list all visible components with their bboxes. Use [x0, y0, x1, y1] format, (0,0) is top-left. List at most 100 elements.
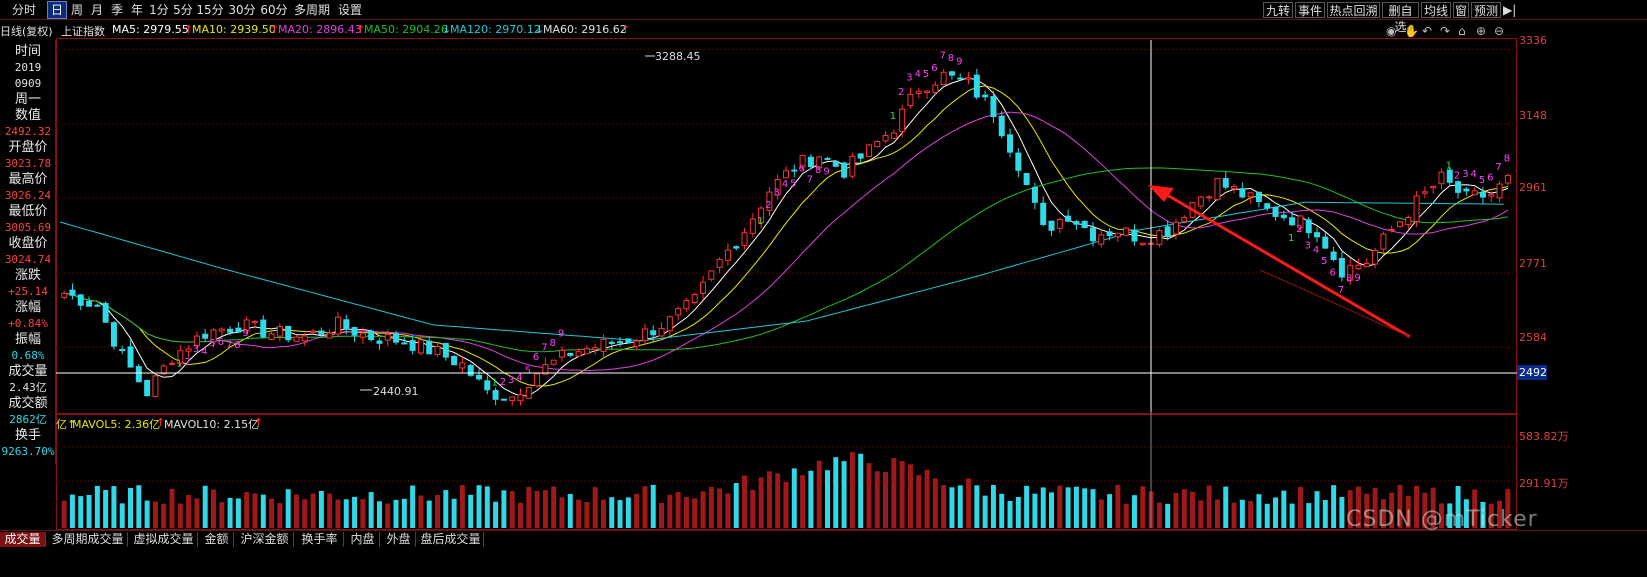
td-mark: 3 [193, 344, 199, 355]
lock-icon[interactable]: ⌂ [1458, 24, 1466, 38]
candle-body [1314, 232, 1321, 238]
nine-turn-button[interactable]: 九转 [1263, 2, 1293, 18]
candle-body [1131, 229, 1138, 242]
volume-bar [186, 494, 192, 528]
tab-outer-volume[interactable]: 外盘 [382, 532, 416, 547]
event-button[interactable]: 事件 [1295, 2, 1325, 18]
amount-label: 成交额 [8, 396, 48, 411]
tab-after-hours-volume[interactable]: 盘后成交量 [418, 532, 484, 547]
settings-button[interactable]: 设置 [337, 3, 362, 17]
forecast-button[interactable]: 预测 [1471, 2, 1501, 18]
tab-turnover-rate[interactable]: 换手率 [296, 532, 344, 547]
candle-body [334, 316, 341, 335]
td-mark: 7 [226, 340, 232, 351]
undo-icon[interactable]: ↶ [1422, 24, 1433, 38]
candle-body [973, 74, 980, 98]
candle-body [1330, 251, 1337, 260]
td-mark: 9 [956, 56, 962, 67]
tab-30min[interactable]: 30分 [228, 3, 256, 17]
candle-body [318, 330, 325, 335]
td-mark: 5 [790, 178, 796, 189]
candle-body [1081, 220, 1088, 229]
candle-body [708, 270, 715, 280]
ma60-value: MA60: 2916.62 [543, 23, 627, 36]
candle-body [633, 340, 640, 347]
tab-daily[interactable]: 日 [47, 1, 67, 19]
volume-bar [501, 490, 507, 528]
candle-body [1106, 231, 1113, 237]
volume-bar [1447, 503, 1453, 528]
volume-bar [144, 500, 150, 528]
volume-bar [742, 475, 748, 528]
window-button[interactable]: 窗 [1453, 2, 1469, 18]
candle-body [932, 84, 939, 93]
candle-body [1181, 217, 1188, 222]
td-mark: 8 [1504, 154, 1510, 165]
eye-icon[interactable]: ◉ [1386, 24, 1397, 38]
tab-sh-sz-amount[interactable]: 沪深金额 [236, 532, 294, 547]
tab-quarterly[interactable]: 季 [110, 3, 123, 17]
candle-body [1430, 185, 1437, 189]
tab-multi-period-volume[interactable]: 多周期成交量 [48, 532, 128, 547]
zoom-in-icon[interactable]: ⊕ [1476, 24, 1487, 38]
candle-body [1272, 206, 1279, 217]
volume-bar [1248, 501, 1254, 528]
volume-bar [941, 485, 947, 528]
volume-bar [1405, 495, 1411, 528]
volume-bar [932, 478, 938, 528]
expand-right-icon[interactable]: ▶| [1503, 3, 1517, 17]
candle-body [376, 340, 383, 344]
volume-bar [1123, 503, 1129, 528]
candle-body [766, 191, 773, 211]
volume-bar [791, 468, 797, 528]
td-mark: 7 [939, 50, 945, 61]
tab-yearly[interactable]: 年 [130, 3, 143, 17]
volume-bar [177, 503, 183, 528]
tab-intraday[interactable]: 分时 [11, 3, 36, 17]
candle-body [940, 71, 947, 86]
td-mark: 9 [243, 328, 249, 339]
tab-1min[interactable]: 1分 [149, 3, 169, 17]
candle-body [965, 77, 972, 80]
redo-icon[interactable]: ↷ [1440, 24, 1451, 38]
tab-volume[interactable]: 成交量 [0, 532, 46, 547]
volume-bar [1480, 501, 1486, 528]
candle-body [899, 108, 906, 132]
candle-body [127, 346, 134, 368]
tab-15min[interactable]: 15分 [196, 3, 224, 17]
td-mark: 3 [1305, 241, 1311, 252]
td-mark: 8 [948, 53, 954, 64]
tab-inner-volume[interactable]: 内盘 [346, 532, 380, 547]
tab-weekly[interactable]: 周 [70, 3, 83, 17]
candle-body [1488, 193, 1495, 197]
candle-body [1206, 196, 1213, 199]
volume-bars [61, 452, 1511, 528]
ma-button[interactable]: 均线 [1421, 2, 1451, 18]
volume-bar [451, 498, 457, 528]
tab-60min[interactable]: 60分 [260, 3, 288, 17]
tab-amount[interactable]: 金额 [200, 532, 234, 547]
tab-5min[interactable]: 5分 [173, 3, 193, 17]
volume-bar [542, 490, 548, 528]
candle-body [1255, 191, 1262, 202]
volume-bar [1472, 489, 1478, 528]
volume-bar [128, 488, 134, 528]
td-mark: 6 [1329, 267, 1335, 278]
hand-icon[interactable]: ✋ [1404, 24, 1419, 38]
tab-virtual-volume[interactable]: 虚拟成交量 [130, 532, 198, 547]
td-mark: 8 [1346, 273, 1352, 284]
zoom-out-icon[interactable]: ⊖ [1494, 24, 1505, 38]
volume-bar [982, 495, 988, 528]
hotspot-review-button[interactable]: 热点回溯 [1327, 2, 1380, 18]
info-amp: 0.68% [11, 349, 45, 362]
candle-body [110, 322, 117, 347]
price-grid [56, 48, 1517, 482]
remove-watchlist-button[interactable]: 删自选 [1382, 2, 1419, 34]
tab-multi-period[interactable]: 多周期 [293, 3, 330, 17]
candle-body [700, 281, 707, 294]
volume-bar [816, 460, 822, 528]
volume-bar [194, 498, 200, 528]
candle-body [61, 292, 68, 298]
tab-monthly[interactable]: 月 [90, 3, 103, 17]
